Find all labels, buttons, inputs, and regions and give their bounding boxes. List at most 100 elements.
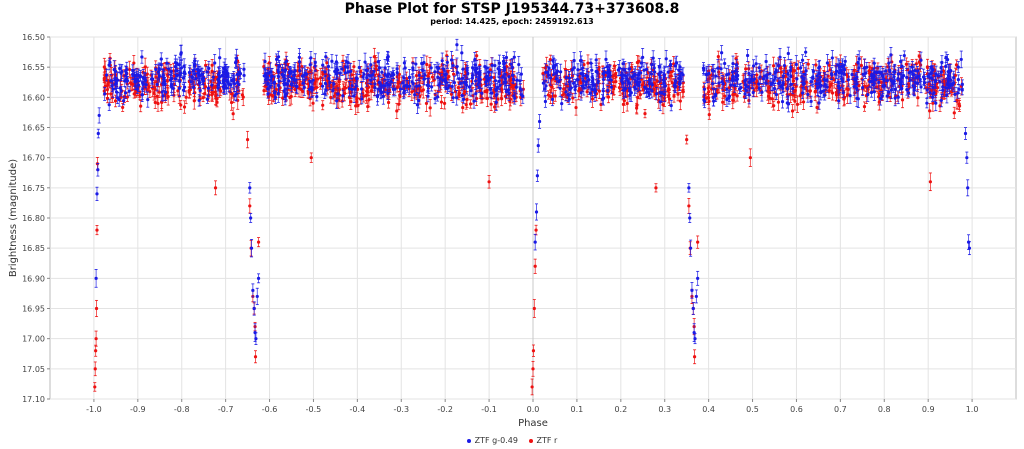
r-band-point xyxy=(489,97,493,111)
r-band-eclipse-point xyxy=(654,183,658,193)
y-tick-label: 16.50 xyxy=(22,33,45,42)
r-band-point xyxy=(475,51,479,61)
x-tick-label: -1.0 xyxy=(86,405,102,414)
r-band-point xyxy=(338,88,342,103)
y-axis-ticks: 16.50 16.55 16.60 16.65 16.70 16.75 16.80 16.85… xyxy=(22,33,50,404)
r-band-point xyxy=(790,62,795,77)
r-band-point xyxy=(365,86,369,97)
x-tick-label: 0.8 xyxy=(878,405,891,414)
r-band-point xyxy=(771,56,776,75)
r-band-point xyxy=(815,101,819,114)
x-tick-label: -0.8 xyxy=(174,405,190,414)
x-tick-label: 1.0 xyxy=(966,405,979,414)
r-band-point xyxy=(201,93,205,103)
r-band-point xyxy=(182,100,187,114)
r-band-eclipse-point xyxy=(487,175,491,189)
x-tick-label: 0.5 xyxy=(746,405,759,414)
r-band-point xyxy=(612,82,616,96)
r-band-eclipse-point xyxy=(685,134,689,145)
r-band-point xyxy=(369,81,373,101)
r-band-point xyxy=(179,100,183,110)
x-axis-label: Phase xyxy=(518,418,548,429)
legend-label-r: ZTF r xyxy=(537,436,558,445)
r-band-point xyxy=(844,67,849,82)
r-band-eclipse-point xyxy=(531,344,536,357)
y-tick-label: 16.85 xyxy=(22,244,45,253)
r-band-point xyxy=(546,90,551,100)
y-tick-label: 17.00 xyxy=(22,335,45,344)
r-band-eclipse-point xyxy=(245,130,250,149)
r-band-point xyxy=(127,60,132,79)
r-band-point xyxy=(354,96,358,115)
g-band-point xyxy=(956,61,960,74)
r-band-point xyxy=(449,87,454,102)
r-band-point xyxy=(397,98,401,111)
r-band-point xyxy=(468,99,473,109)
r-band-eclipse-point xyxy=(94,344,98,357)
r-band-eclipse-point xyxy=(256,237,261,248)
y-tick-label: 16.95 xyxy=(22,305,45,314)
r-band-point xyxy=(329,91,333,104)
r-band-eclipse-point xyxy=(530,378,534,396)
r-band-point xyxy=(386,96,391,109)
r-band-point xyxy=(814,59,818,71)
r-band-point xyxy=(457,87,461,99)
r-band-point xyxy=(954,59,959,71)
r-band-eclipse-point xyxy=(309,152,313,163)
r-band-eclipse-point xyxy=(696,235,700,249)
r-band-eclipse-point xyxy=(95,225,99,236)
legend-swatch-blue xyxy=(466,438,471,443)
r-band-point xyxy=(784,65,788,78)
chart-title: Phase Plot for STSP J195344.73+373608.8 xyxy=(0,0,1024,18)
g-band-point xyxy=(435,92,440,102)
x-axis-ticks: -1.0 -0.9 -0.8 -0.7 -0.6 -0.5 -0.4 -0.3 -0.2 -0.1… xyxy=(86,399,978,414)
g-band-point xyxy=(501,69,505,85)
y-tick-label: 16.60 xyxy=(22,93,45,102)
r-band-point xyxy=(571,92,575,103)
y-axis-label: Brightness (magnitude) xyxy=(8,159,19,277)
r-band-point xyxy=(793,83,797,98)
x-tick-label: 0.3 xyxy=(658,405,671,414)
legend: ZTF g-0.49 ZTF r xyxy=(0,436,1024,445)
r-band-eclipse-point xyxy=(533,258,537,274)
legend-item-r: ZTF r xyxy=(528,436,558,445)
r-band-eclipse-point xyxy=(748,148,752,167)
y-tick-label: 16.65 xyxy=(22,124,45,133)
r-band-point xyxy=(666,83,670,98)
r-band-point xyxy=(428,99,432,117)
y-tick-label: 16.55 xyxy=(22,63,45,72)
g-band-point xyxy=(324,52,328,62)
r-band-point xyxy=(707,109,711,120)
r-band-point xyxy=(855,55,859,73)
r-band-point xyxy=(352,60,356,73)
r-band-eclipse-point xyxy=(531,360,535,377)
r-band-point xyxy=(661,95,665,115)
r-band-point xyxy=(204,60,208,71)
r-band-point xyxy=(446,64,450,78)
r-band-point xyxy=(952,106,956,119)
x-tick-label: 0.0 xyxy=(527,405,540,414)
r-band-point xyxy=(219,86,223,97)
r-band-point xyxy=(772,100,776,111)
x-tick-label: -0.7 xyxy=(218,405,234,414)
r-band-point xyxy=(314,69,318,89)
r-band-point xyxy=(311,95,315,112)
x-tick-label: 0.1 xyxy=(571,405,584,414)
g-band-point xyxy=(104,68,109,82)
r-band-point xyxy=(653,76,657,95)
r-band-eclipse-point xyxy=(253,350,258,364)
r-band-point xyxy=(485,89,489,108)
r-band-point xyxy=(681,86,685,97)
x-tick-label: 0.4 xyxy=(702,405,715,414)
r-band-point xyxy=(210,59,214,72)
y-tick-label: 16.75 xyxy=(22,184,45,193)
r-band-point xyxy=(321,100,325,111)
r-band-point xyxy=(635,102,639,114)
x-tick-label: -0.9 xyxy=(130,405,146,414)
x-tick-label: -0.2 xyxy=(437,405,453,414)
r-band-point xyxy=(928,103,932,119)
legend-label-g: ZTF g-0.49 xyxy=(475,436,518,445)
r-band-point xyxy=(806,59,810,70)
y-tick-label: 17.05 xyxy=(22,365,45,374)
